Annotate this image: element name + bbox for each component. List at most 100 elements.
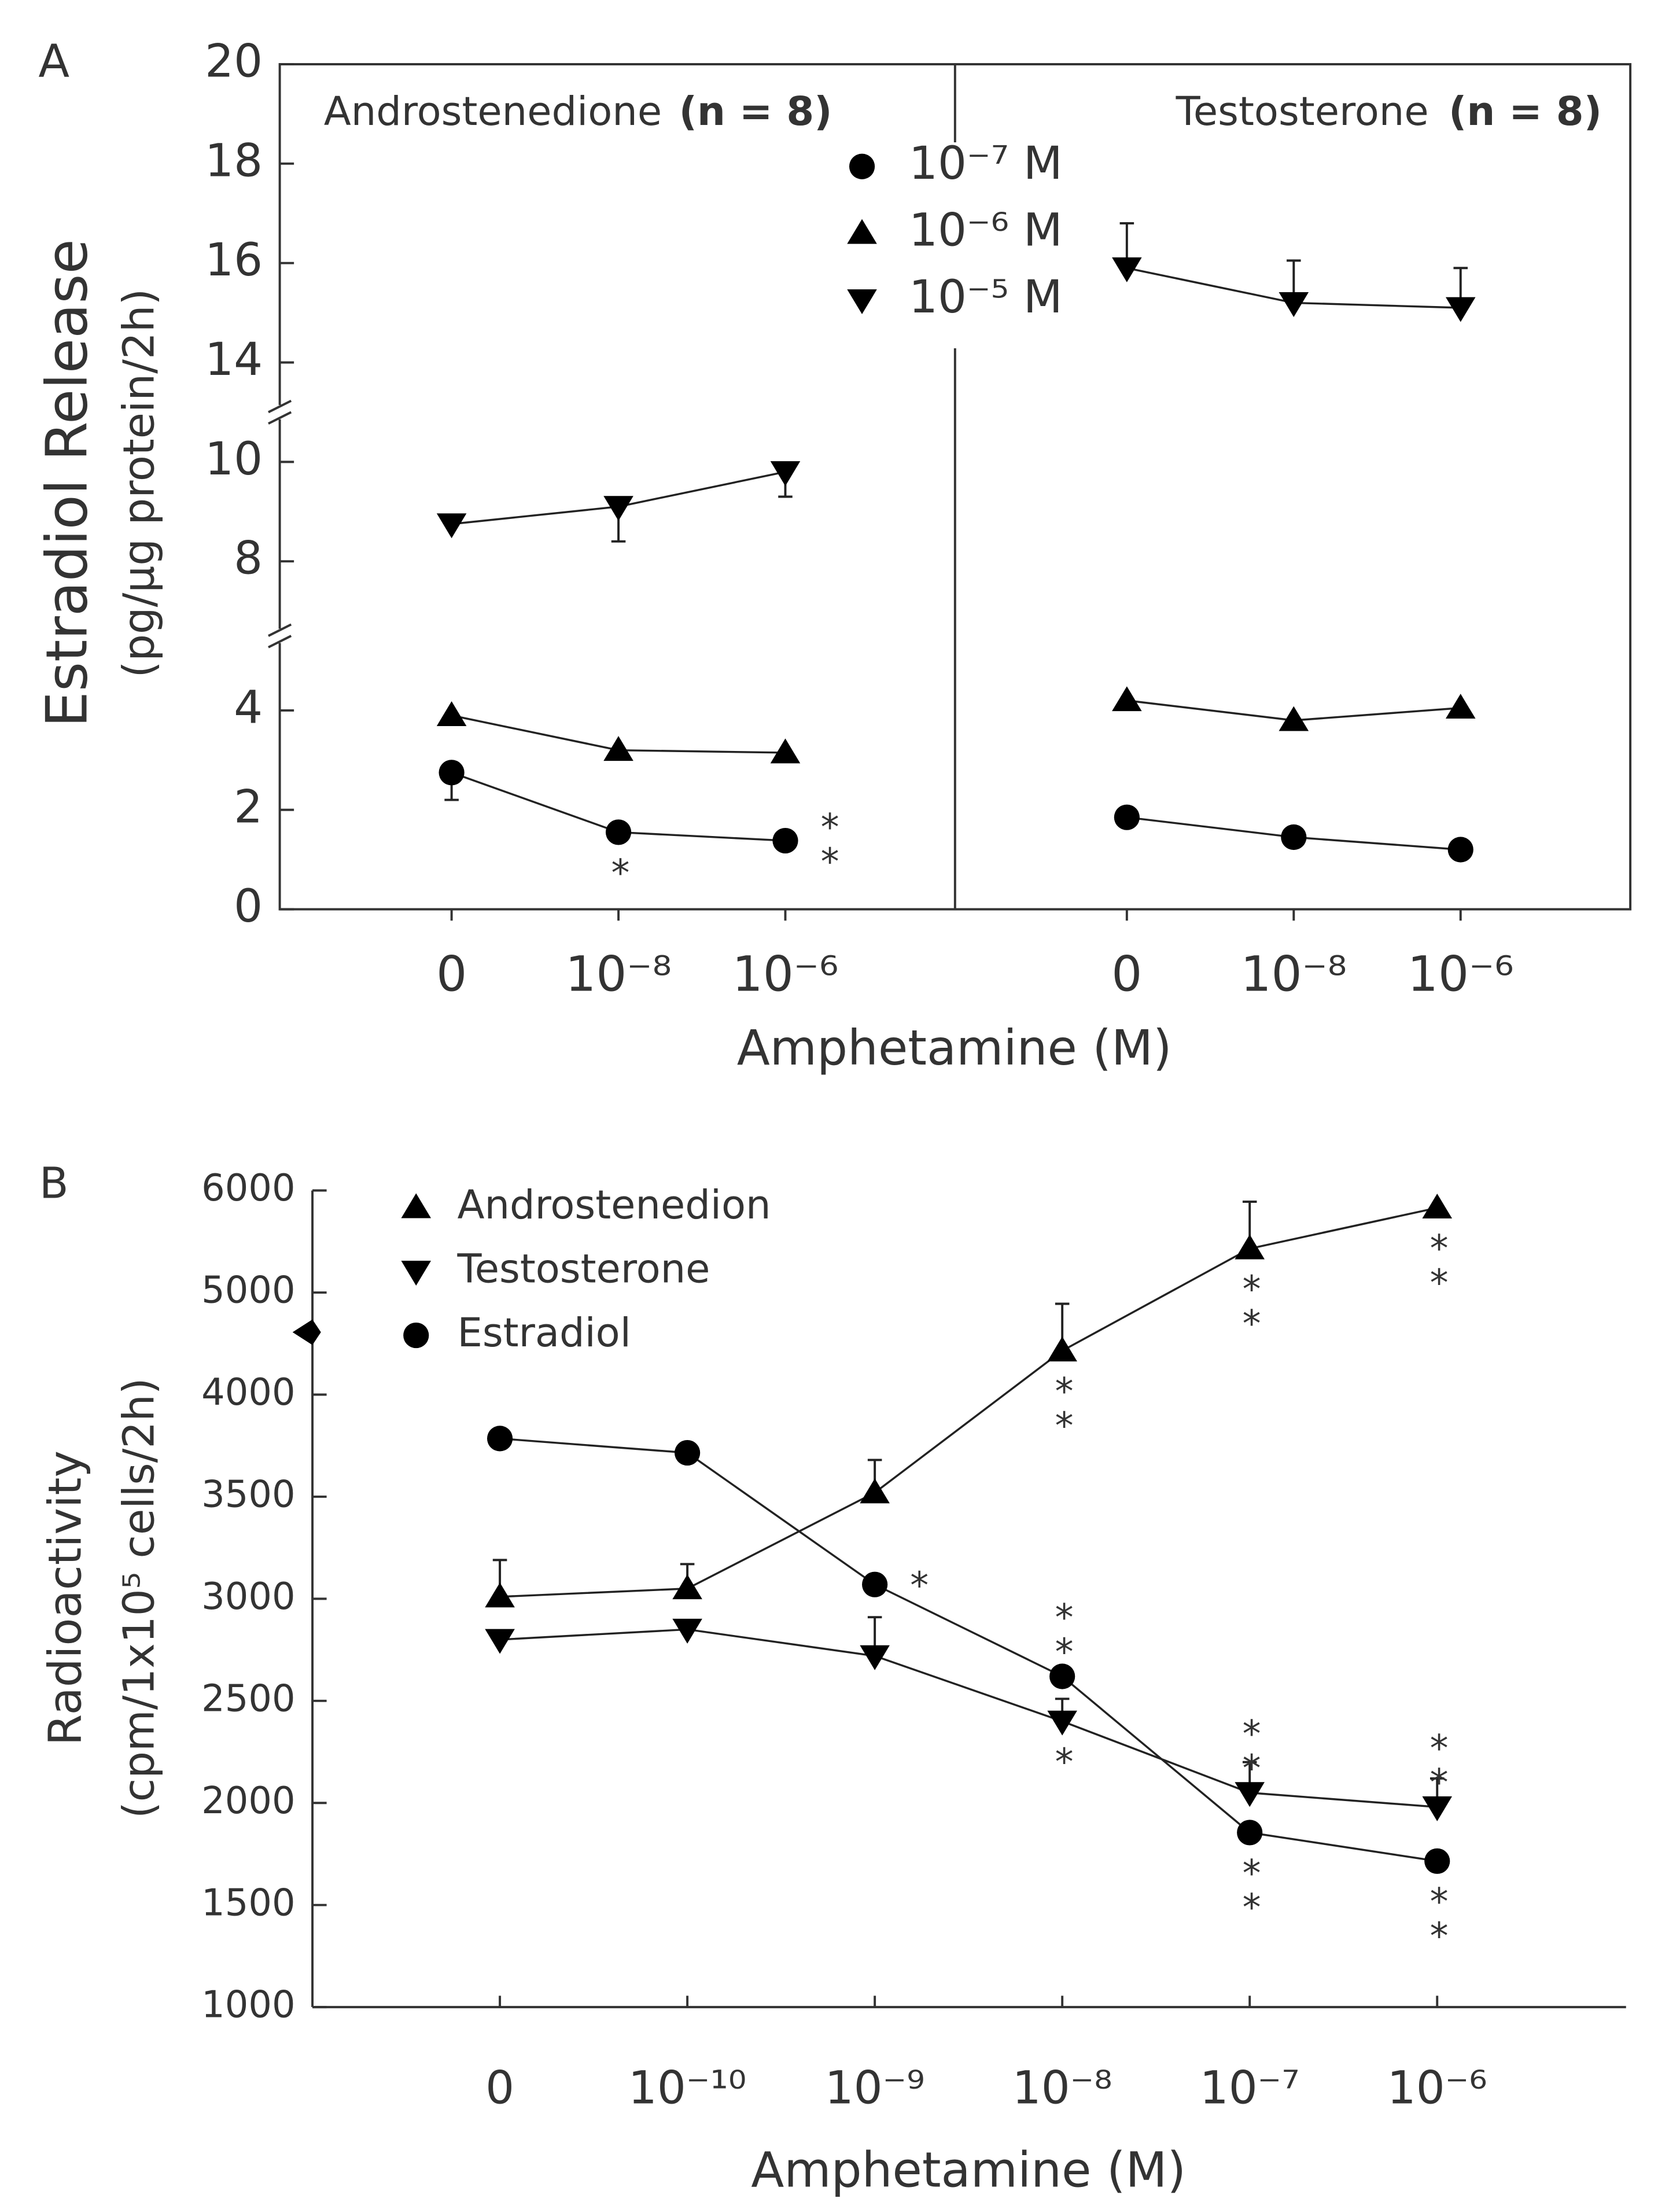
axis-break-mark xyxy=(292,1319,321,1345)
significance-label: * xyxy=(898,1564,941,1599)
panel-letter: B xyxy=(39,1159,69,1208)
marker xyxy=(1281,824,1307,850)
marker xyxy=(1114,804,1140,830)
panel-title: Androstenedione xyxy=(324,89,662,135)
marker xyxy=(1047,1710,1077,1736)
marker xyxy=(436,701,467,726)
y-axis-label: (cpm/1x10⁵ cells/2h) xyxy=(115,1378,164,1818)
marker xyxy=(860,1478,890,1504)
marker xyxy=(1279,292,1309,317)
marker xyxy=(1112,686,1142,712)
panel-title: Testosterone xyxy=(1176,89,1429,135)
marker xyxy=(1237,1820,1263,1846)
series-line xyxy=(500,1206,1438,1598)
axis-break-mark xyxy=(268,411,292,425)
legend-label: 10⁻⁷ M xyxy=(909,137,1063,190)
marker xyxy=(772,827,798,854)
marker xyxy=(403,1322,429,1349)
series-line xyxy=(499,1437,1438,1862)
y-tick-label: 1000 xyxy=(201,1984,295,2027)
series-line xyxy=(499,1628,1438,1809)
marker xyxy=(675,1440,701,1466)
significance-label: * xyxy=(599,852,642,886)
marker xyxy=(849,153,875,179)
axis-break-mark xyxy=(268,623,292,637)
axis-break-mark xyxy=(268,635,292,649)
significance-label: ** xyxy=(1230,1713,1273,1782)
y-tick-label: 3500 xyxy=(201,1474,295,1516)
marker xyxy=(1049,1663,1075,1689)
marker xyxy=(401,1193,432,1218)
x-axis-label: Amphetamine (M) xyxy=(751,2142,1186,2198)
x-tick-label: 10⁻⁸ xyxy=(1012,2061,1112,2114)
marker xyxy=(401,1261,432,1286)
y-tick-label: 0 xyxy=(234,879,263,933)
marker xyxy=(436,513,467,539)
significance-label: * xyxy=(1043,1741,1086,1775)
significance-label: ** xyxy=(1043,1371,1086,1439)
y-tick-label: 2000 xyxy=(201,1780,295,1822)
marker xyxy=(1422,1194,1453,1219)
x-tick-label: 10⁻¹⁰ xyxy=(628,2061,746,2114)
x-tick-label: 10⁻⁸ xyxy=(1240,946,1347,1002)
y-tick-label: 18 xyxy=(205,134,263,187)
panel-letter: A xyxy=(38,34,69,87)
significance-label: ** xyxy=(1418,1728,1461,1796)
marker xyxy=(603,736,633,761)
x-tick-label: 10⁻⁹ xyxy=(825,2061,925,2114)
significance-label: ** xyxy=(1230,1269,1273,1338)
x-tick-label: 0 xyxy=(485,2061,514,2114)
marker xyxy=(860,1645,890,1670)
y-axis-label: (pg/µg protein/2h) xyxy=(115,289,164,678)
significance-label: ** xyxy=(1418,1881,1461,1950)
y-tick-label: 5000 xyxy=(201,1269,295,1312)
significance-label: ** xyxy=(809,807,852,875)
marker xyxy=(672,1574,702,1600)
marker xyxy=(439,760,465,786)
marker xyxy=(1422,1796,1453,1821)
y-tick-label: 8 xyxy=(234,532,263,585)
y-tick-label: 6000 xyxy=(201,1167,295,1210)
y-tick-label: 1500 xyxy=(201,1881,295,1924)
marker xyxy=(485,1629,515,1654)
axis-break-mark xyxy=(268,400,292,414)
marker xyxy=(1445,297,1476,322)
marker xyxy=(605,819,632,845)
x-tick-label: 10⁻⁶ xyxy=(1408,946,1514,1002)
marker xyxy=(770,461,801,487)
x-tick-label: 10⁻⁶ xyxy=(732,946,839,1002)
legend-label: Estradiol xyxy=(457,1310,631,1356)
x-tick-label: 0 xyxy=(436,946,467,1002)
x-tick-label: 10⁻⁸ xyxy=(565,946,672,1002)
marker xyxy=(1447,837,1473,863)
panel-n-label: (n = 8) xyxy=(1449,89,1602,135)
marker xyxy=(485,1582,515,1608)
x-tick-label: 10⁻⁶ xyxy=(1387,2061,1487,2114)
y-tick-label: 16 xyxy=(205,233,263,286)
marker xyxy=(1424,1848,1450,1874)
marker xyxy=(487,1426,513,1452)
x-axis-label: Amphetamine (M) xyxy=(737,1020,1172,1076)
marker xyxy=(1279,706,1309,731)
y-tick-label: 20 xyxy=(205,34,263,87)
marker xyxy=(847,289,877,315)
marker xyxy=(1235,1234,1265,1260)
legend-label: 10⁻⁵ M xyxy=(909,270,1063,323)
y-axis-label: Radioactivity xyxy=(38,1450,91,1746)
y-axis-label: Estradiol Release xyxy=(35,239,101,727)
legend-label: Androstenedion xyxy=(457,1182,771,1228)
marker xyxy=(672,1618,702,1644)
marker xyxy=(1445,694,1476,719)
marker xyxy=(770,738,801,764)
significance-label: ** xyxy=(1230,1853,1273,1921)
marker xyxy=(862,1571,888,1597)
significance-label: ** xyxy=(1418,1228,1461,1297)
marker xyxy=(1112,257,1142,282)
marker xyxy=(1235,1782,1265,1807)
marker xyxy=(847,219,877,244)
y-tick-label: 2 xyxy=(234,780,263,833)
y-tick-label: 4000 xyxy=(201,1371,295,1414)
marker xyxy=(603,496,633,521)
y-tick-label: 10 xyxy=(205,432,263,485)
